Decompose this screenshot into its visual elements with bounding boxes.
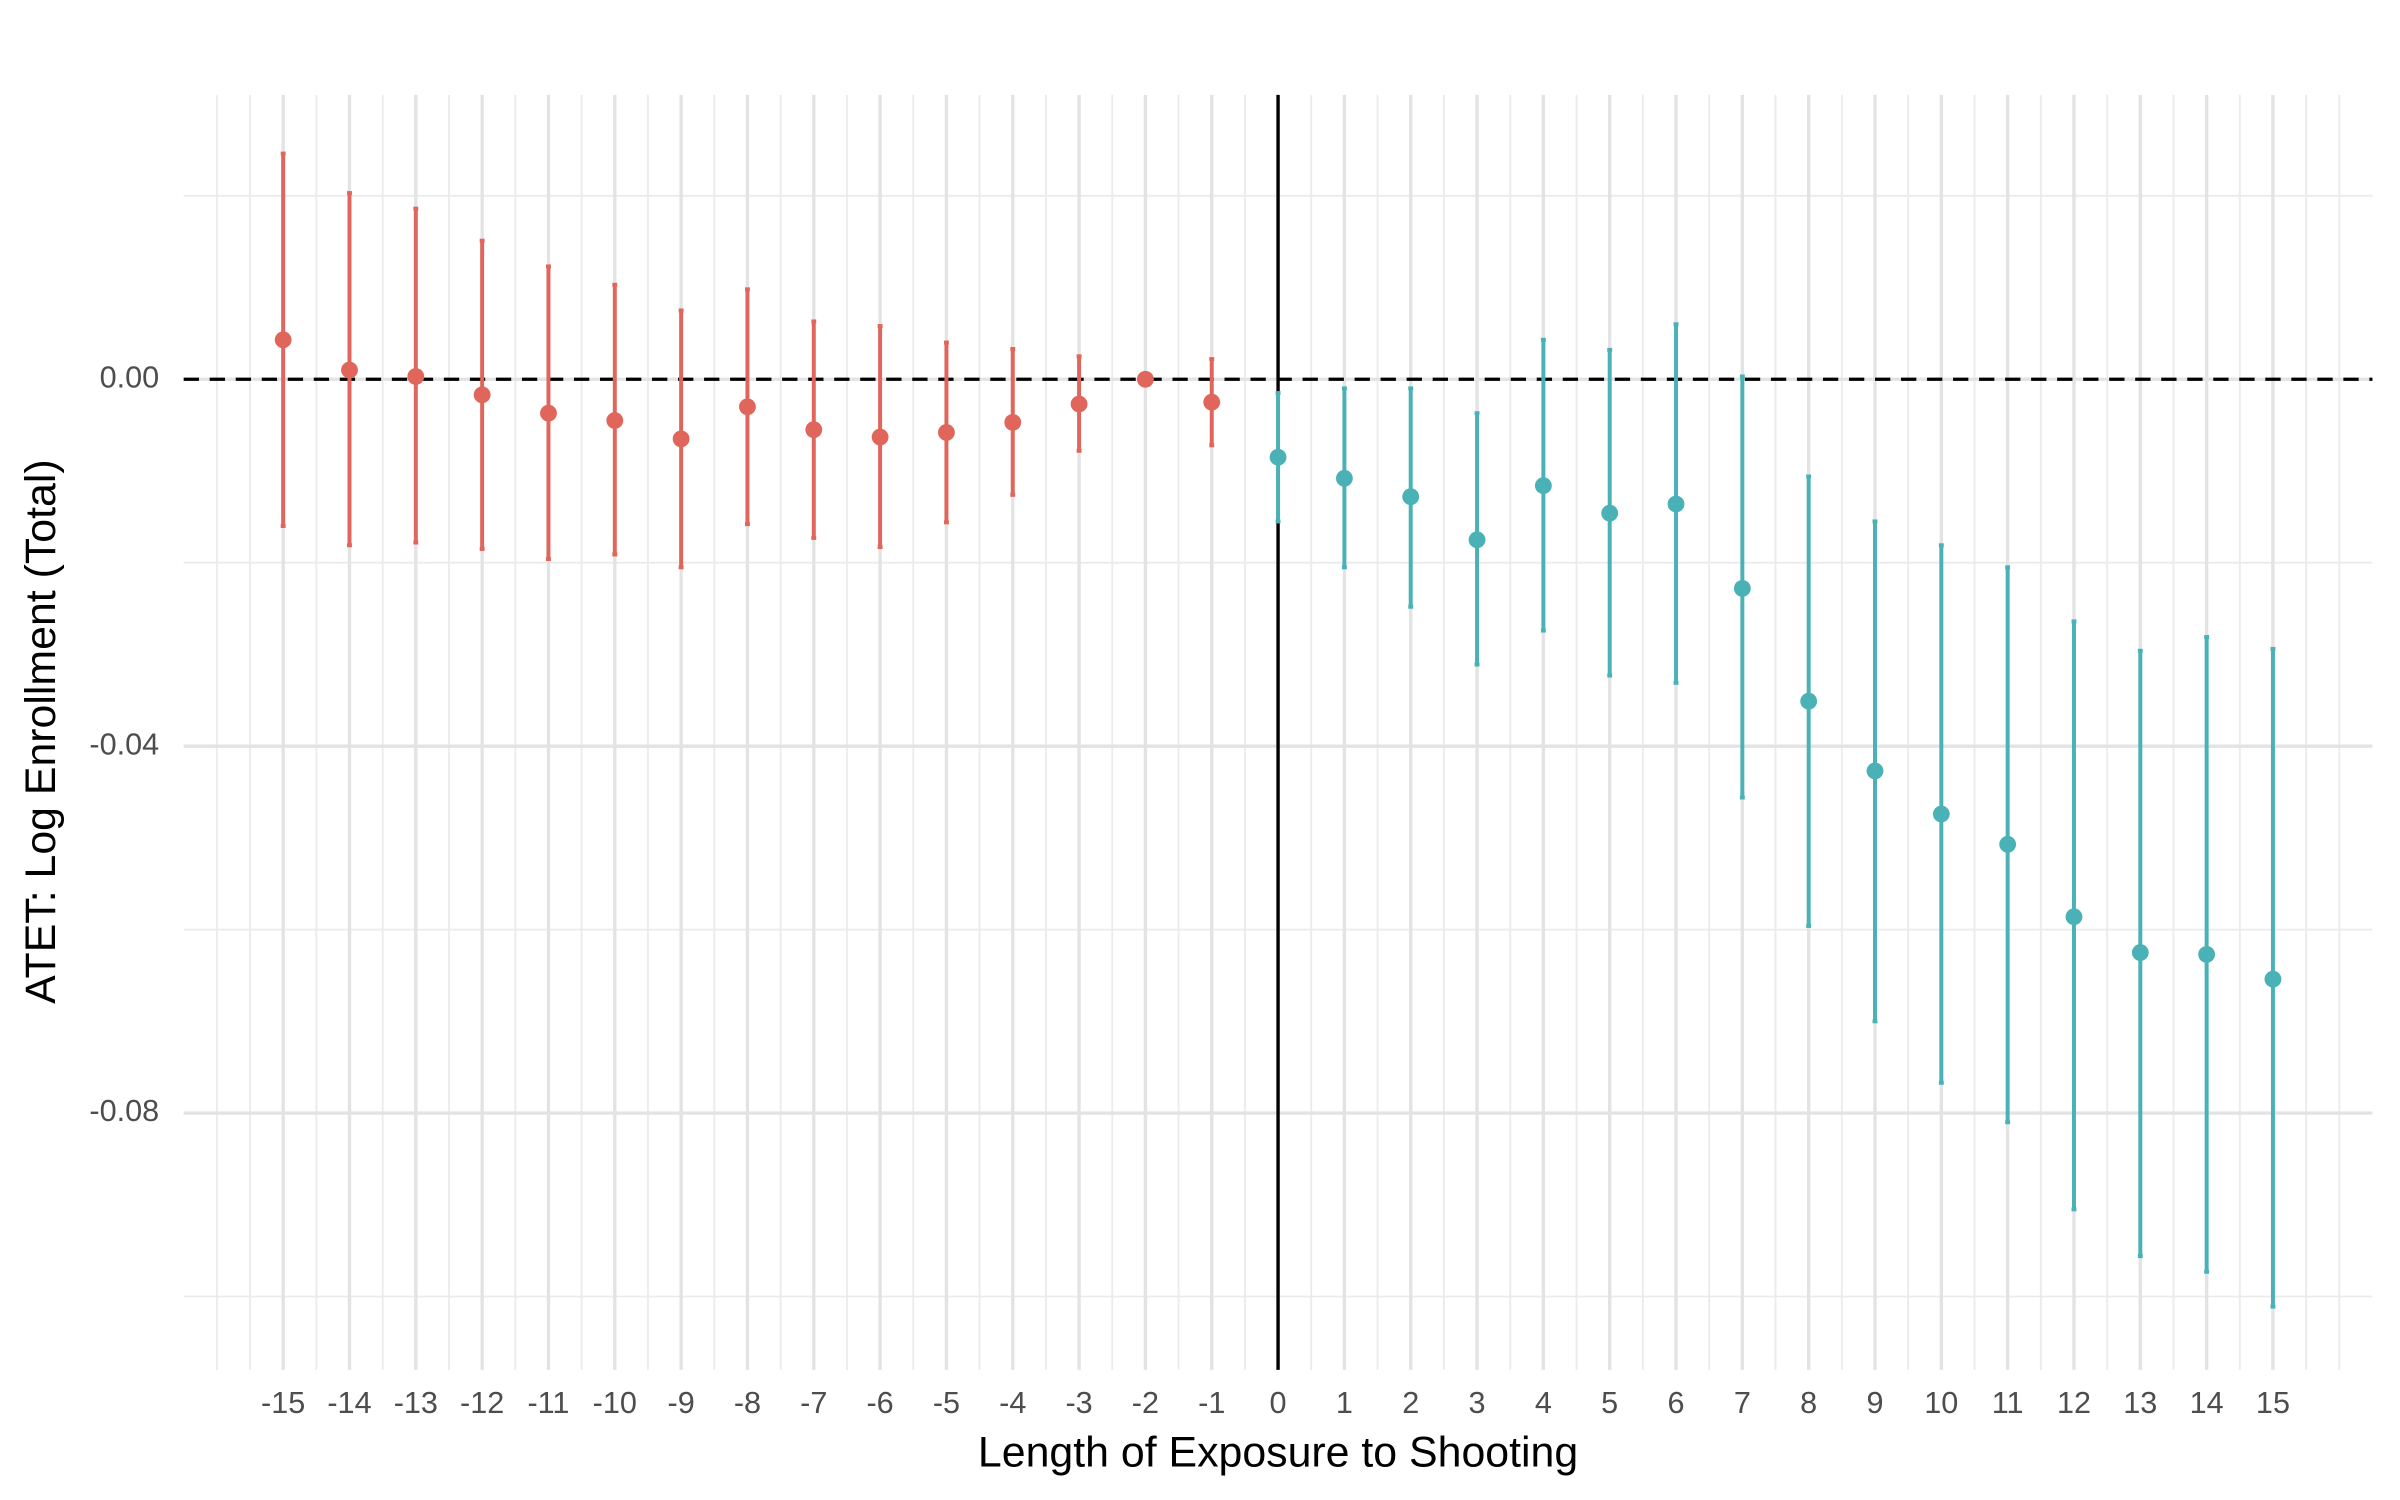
point xyxy=(805,421,823,439)
x-tick-label: 0 xyxy=(1270,1386,1287,1420)
x-tick-label: 6 xyxy=(1668,1386,1685,1420)
point xyxy=(1866,762,1884,780)
point xyxy=(871,428,889,446)
point xyxy=(341,361,358,379)
point xyxy=(1601,504,1619,522)
x-tick-label: -2 xyxy=(1132,1386,1159,1420)
x-tick-label: -5 xyxy=(933,1386,960,1420)
x-tick-label: 14 xyxy=(2190,1386,2224,1420)
point xyxy=(938,424,955,441)
x-tick-label: -14 xyxy=(327,1386,371,1420)
point xyxy=(1269,448,1287,466)
point xyxy=(407,368,425,385)
y-tick-label: 0.00 xyxy=(100,360,160,394)
x-tick-label: -12 xyxy=(460,1386,504,1420)
point xyxy=(739,398,756,416)
point xyxy=(1932,805,1950,823)
x-tick-label: -10 xyxy=(593,1386,637,1420)
x-tick-label: 9 xyxy=(1866,1386,1883,1420)
point xyxy=(1999,835,2017,853)
point xyxy=(1468,531,1486,549)
point xyxy=(473,386,491,404)
point xyxy=(540,404,557,422)
point xyxy=(1070,395,1088,413)
x-tick-label: 4 xyxy=(1535,1386,1552,1420)
x-tick-label: 2 xyxy=(1402,1386,1419,1420)
x-tick-label: -6 xyxy=(866,1386,893,1420)
x-tick-label: -7 xyxy=(800,1386,827,1420)
x-tick-label: -9 xyxy=(668,1386,695,1420)
point xyxy=(1335,469,1353,487)
point xyxy=(274,331,292,349)
x-tick-label: 5 xyxy=(1601,1386,1618,1420)
x-tick-label: 13 xyxy=(2123,1386,2157,1420)
point xyxy=(1136,370,1154,388)
x-tick-label: -11 xyxy=(527,1386,569,1420)
x-tick-label: -15 xyxy=(261,1386,305,1420)
point xyxy=(2264,970,2282,988)
x-tick-label: 3 xyxy=(1469,1386,1486,1420)
point xyxy=(2065,908,2083,926)
x-tick-label: 11 xyxy=(1992,1386,2024,1420)
x-tick-label: 7 xyxy=(1734,1386,1751,1420)
x-tick-label: -4 xyxy=(999,1386,1026,1420)
x-tick-label: 1 xyxy=(1336,1386,1353,1420)
x-tick-label: -13 xyxy=(394,1386,438,1420)
x-tick-label: -1 xyxy=(1198,1386,1225,1420)
point xyxy=(672,430,690,448)
point xyxy=(1004,413,1022,431)
x-tick-label: -8 xyxy=(734,1386,761,1420)
x-tick-label: -3 xyxy=(1065,1386,1092,1420)
point xyxy=(606,412,624,429)
x-tick-label: 10 xyxy=(1924,1386,1958,1420)
point xyxy=(1402,488,1420,506)
x-tick-label: 12 xyxy=(2057,1386,2091,1420)
x-axis-title: Length of Exposure to Shooting xyxy=(978,1428,1578,1476)
point xyxy=(1733,579,1751,597)
point xyxy=(1800,692,1818,710)
y-tick-label: -0.04 xyxy=(89,727,159,761)
point xyxy=(2131,944,2149,961)
y-axis-title: ATET: Log Enrollment (Total) xyxy=(17,459,65,1003)
x-tick-label: 8 xyxy=(1800,1386,1817,1420)
x-tick-label: 15 xyxy=(2256,1386,2290,1420)
point xyxy=(1203,393,1221,411)
point xyxy=(1667,495,1685,513)
grid: 0.00-0.04-0.08-15 -14 -13 -12 -11 -10 -9 -8 -7 -6… xyxy=(89,94,2373,1420)
point xyxy=(2198,945,2216,963)
y-tick-label: -0.08 xyxy=(89,1094,159,1128)
point xyxy=(1534,477,1552,495)
marks xyxy=(183,94,2373,1370)
